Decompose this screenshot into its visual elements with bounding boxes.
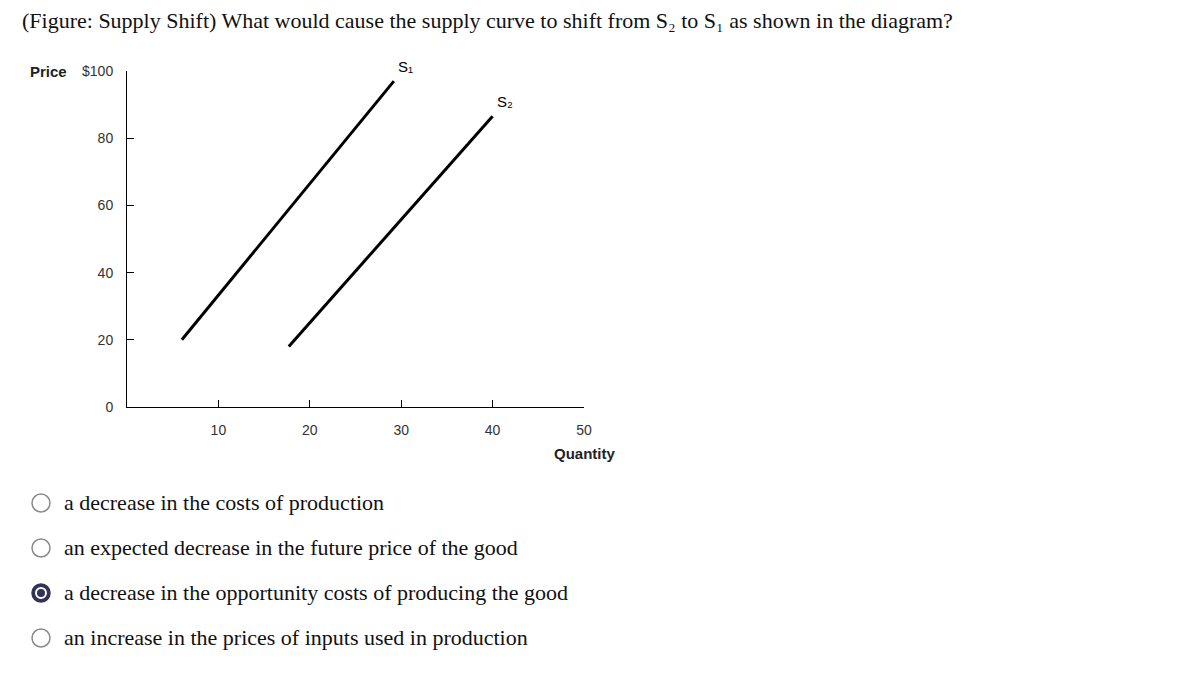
svg-text:0: 0 [105, 399, 113, 415]
svg-text:20: 20 [98, 332, 114, 348]
svg-text:$100: $100 [82, 63, 113, 79]
html-text:a decrease in the costs of pro: a decrease in the costs of production [64, 489, 385, 515]
html-text:an increase in the prices of i: an increase in the prices of inputs used… [64, 624, 528, 650]
html-text:(Figure: Supply Shift) What wo: (Figure: Supply Shift) What would cause … [22, 8, 953, 33]
svg-text:40: 40 [98, 265, 114, 281]
svg-text:80: 80 [98, 130, 114, 146]
svg-text:60: 60 [98, 197, 114, 213]
svg-text:10: 10 [211, 422, 227, 438]
svg-text:30: 30 [393, 422, 409, 438]
html-text:an expected decrease in the fu: an expected decrease in the future price… [64, 534, 518, 560]
svg-text:20: 20 [302, 422, 318, 438]
svg-text:S₂: S₂ [497, 93, 513, 110]
svg-text:Price: Price [30, 63, 67, 80]
html-text:a decrease in the opportunity: a decrease in the opportunity costs of p… [64, 579, 568, 605]
svg-text:S₁: S₁ [398, 58, 413, 75]
svg-text:40: 40 [485, 422, 501, 438]
svg-text:50: 50 [576, 422, 592, 438]
svg-text:Quantity: Quantity [554, 445, 615, 462]
